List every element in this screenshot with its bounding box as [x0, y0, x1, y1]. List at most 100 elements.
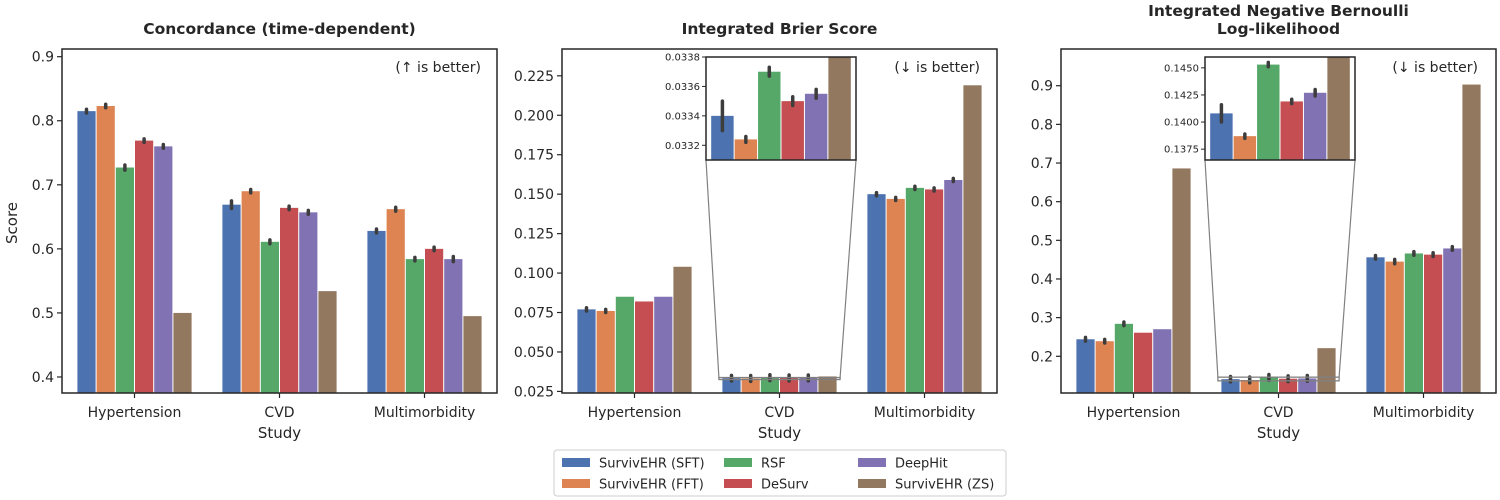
y-tick-label: 0.200	[514, 108, 554, 124]
bar	[280, 207, 299, 393]
bar	[1172, 168, 1191, 393]
bar	[673, 266, 692, 393]
chart-title-line2: Log-likelihood	[1217, 20, 1340, 38]
zoom-connector	[839, 159, 857, 378]
bar	[867, 194, 886, 393]
x-tick-label: CVD	[1263, 405, 1293, 421]
inset-bar	[734, 139, 758, 160]
bar	[444, 259, 463, 393]
direction-annotation: (↑ is better)	[395, 60, 481, 76]
direction-annotation: (↓ is better)	[894, 60, 980, 76]
x-tick-label: Hypertension	[588, 405, 682, 421]
bar	[635, 301, 654, 393]
chart-title: Integrated Negative Bernoulli	[1148, 2, 1409, 20]
bar	[1153, 329, 1172, 393]
bar	[577, 309, 596, 393]
inset-bar	[804, 93, 828, 160]
inset-axes: 0.1375 0.1400 0.1425 0.1450	[1164, 56, 1356, 161]
bar	[318, 291, 337, 393]
y-tick-label: 0.7	[1031, 156, 1053, 172]
y-tick-label: 0.6	[1031, 195, 1053, 211]
x-axis-label: Study	[1257, 424, 1300, 442]
bars	[1076, 84, 1481, 393]
legend-label: SurvivEHR (ZS)	[895, 478, 994, 493]
x-tick-label: CVD	[264, 405, 294, 421]
inset-bar	[1210, 113, 1233, 160]
bar	[886, 198, 905, 393]
y-tick-label: 0.8	[1031, 117, 1053, 133]
inset-axes: 0.0332 0.0334 0.0336 0.0338	[665, 53, 857, 161]
bar	[944, 179, 963, 393]
bar	[780, 378, 799, 393]
legend-label: RSF	[761, 457, 786, 472]
zoom-region	[1217, 376, 1340, 382]
bar	[173, 312, 192, 393]
bar	[1317, 348, 1336, 393]
inset-tick-label: 0.1450	[1164, 63, 1199, 74]
y-tick-label: 0.2	[1031, 349, 1053, 365]
inset-bar	[1303, 92, 1327, 160]
bar	[615, 296, 634, 393]
bar	[1134, 332, 1153, 393]
bar	[222, 204, 241, 393]
bar	[1424, 254, 1443, 393]
legend-swatch	[858, 479, 886, 488]
bar	[760, 377, 779, 393]
bar	[367, 230, 386, 393]
bar	[1298, 378, 1317, 393]
bar	[1366, 257, 1385, 393]
bar	[154, 146, 173, 393]
inset-tick-label: 0.1425	[1164, 90, 1199, 101]
inset-bar	[758, 71, 781, 160]
legend-label: SurvivEHR (SFT)	[599, 457, 705, 472]
legend-swatch	[724, 458, 752, 467]
x-tick-label: Multimorbidity	[1373, 405, 1475, 421]
x-tick-label: Hypertension	[88, 405, 182, 421]
y-tick-label: 0.8	[32, 114, 54, 130]
panel-nbll: 0.2 0.3 0.4 0.5 0.6 0.7 0.8 0.9 Hypertension CVD M…	[1031, 2, 1497, 442]
bar	[654, 296, 673, 393]
bar	[135, 140, 154, 393]
bar	[925, 189, 944, 393]
bar	[905, 187, 924, 393]
bar	[963, 85, 982, 393]
bar	[405, 259, 424, 393]
y-tick-label: 0.100	[514, 266, 554, 282]
x-tick-label: Hypertension	[1087, 405, 1181, 421]
bar	[425, 248, 444, 393]
y-axis-label: Score	[3, 202, 21, 244]
bar	[115, 167, 134, 393]
y-tick-label: 0.075	[514, 306, 554, 322]
bar	[1462, 84, 1481, 393]
legend-swatch	[562, 458, 590, 467]
legend-frame	[553, 449, 1007, 497]
y-tick-label: 0.125	[514, 227, 554, 243]
x-tick-label: Multimorbidity	[874, 405, 976, 421]
inset-frame	[1204, 56, 1356, 161]
bar	[77, 111, 96, 393]
y-tick-label: 0.7	[32, 178, 54, 194]
y-tick-label: 0.9	[32, 50, 54, 66]
bar	[1076, 339, 1095, 393]
bar	[741, 378, 760, 393]
legend-label: SurvivEHR (FFT)	[599, 478, 704, 493]
inset-tick-label: 0.0336	[665, 82, 700, 93]
y-tick-label: 0.025	[514, 384, 554, 400]
bar	[1114, 323, 1133, 393]
y-tick-label: 0.4	[32, 370, 54, 386]
y-tick-label: 0.3	[1031, 311, 1053, 327]
legend-swatch	[562, 479, 590, 488]
legend-label: DeepHit	[895, 457, 948, 472]
inset-bar	[1327, 57, 1350, 160]
x-tick-label: Multimorbidity	[374, 405, 476, 421]
zoom-connector	[1338, 159, 1356, 378]
y-tick-label: 0.175	[514, 148, 554, 164]
legend-swatch	[858, 458, 886, 467]
bar	[463, 316, 482, 393]
y-tick-label: 0.050	[514, 345, 554, 361]
inset-bar	[1233, 136, 1257, 160]
panel-brier: 0.025 0.050 0.075 0.100 0.125 0.150 0.175 0.200…	[514, 20, 998, 442]
inset-frame	[705, 56, 857, 161]
bar	[722, 378, 741, 393]
